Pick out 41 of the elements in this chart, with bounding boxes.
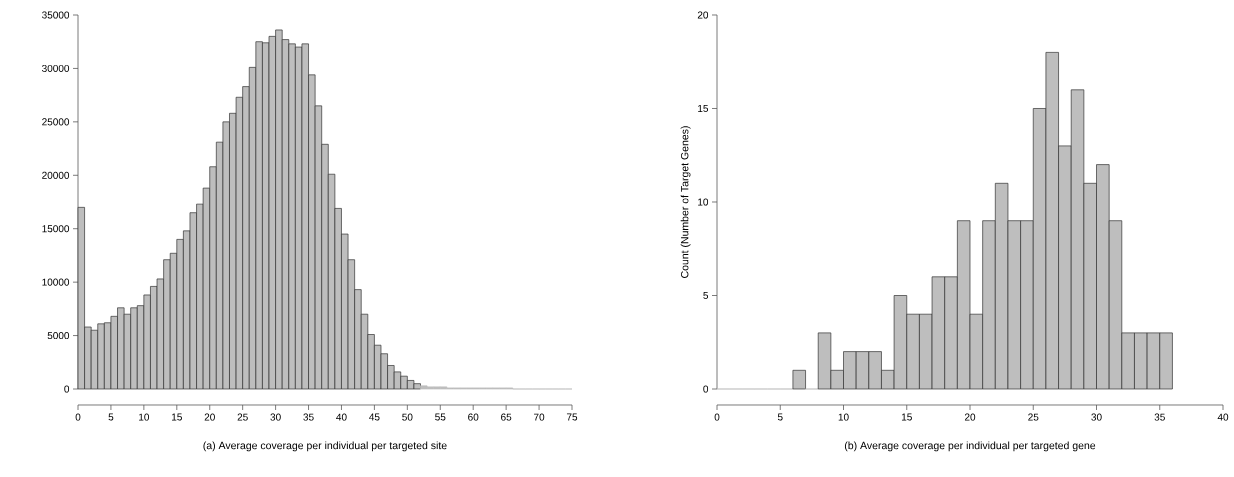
- x-tick-label: 5: [108, 413, 114, 421]
- y-tick-label: 20: [697, 11, 709, 19]
- y-tick-label: 5000: [47, 332, 70, 340]
- x-tick-label: 40: [1217, 413, 1229, 421]
- x-tick-label: 45: [369, 413, 380, 421]
- y-tick-label: 15: [698, 105, 709, 112]
- x-tick-label: 60: [468, 413, 479, 421]
- x-tick-label: 35: [1154, 413, 1165, 421]
- x-tick-label: 30: [1091, 413, 1102, 421]
- y-tick-label: 5: [703, 292, 709, 299]
- x-tick-label: 30: [270, 413, 281, 421]
- x-tick-label: 65: [501, 413, 512, 421]
- y-tick-label: 0: [703, 385, 709, 393]
- x-tick-label: 20: [204, 413, 215, 421]
- y-tick-label: 10000: [42, 278, 70, 286]
- x-tick-label: 0: [714, 413, 720, 421]
- x-tick-label: 35: [303, 413, 314, 421]
- y-tick-label: 10: [698, 198, 709, 206]
- x-tick-label: 25: [1028, 413, 1039, 421]
- y-tick-label: 25000: [42, 118, 70, 126]
- x-tick-label: 0: [75, 413, 81, 421]
- y-tick-label: 30000: [42, 64, 70, 72]
- x-tick-label: 55: [435, 413, 446, 421]
- y-tick-label: 20000: [42, 171, 70, 179]
- x-tick-label: 40: [336, 413, 347, 421]
- x-axis-title: (b) Average coverage per individual per targeted gene: [844, 441, 1096, 452]
- x-axis-title: (a) Average coverage per individual per targeted site: [203, 441, 447, 452]
- x-tick-label: 50: [402, 413, 413, 421]
- x-tick-label: 70: [534, 413, 545, 421]
- x-tick-label: 75: [566, 413, 578, 421]
- x-tick-label: 15: [901, 413, 912, 421]
- x-tick-label: 15: [172, 413, 182, 421]
- x-tick-label: 5: [777, 413, 783, 421]
- y-tick-label: 0: [64, 385, 70, 393]
- x-tick-label: 10: [139, 413, 150, 421]
- y-axis-title: Count (Number of Target Genes): [680, 126, 691, 278]
- x-tick-label: 10: [838, 413, 849, 421]
- y-tick-label: 35000: [42, 11, 70, 19]
- x-tick-label: 20: [964, 413, 976, 421]
- x-tick-label: 25: [237, 413, 248, 421]
- y-tick-label: 15000: [42, 225, 70, 233]
